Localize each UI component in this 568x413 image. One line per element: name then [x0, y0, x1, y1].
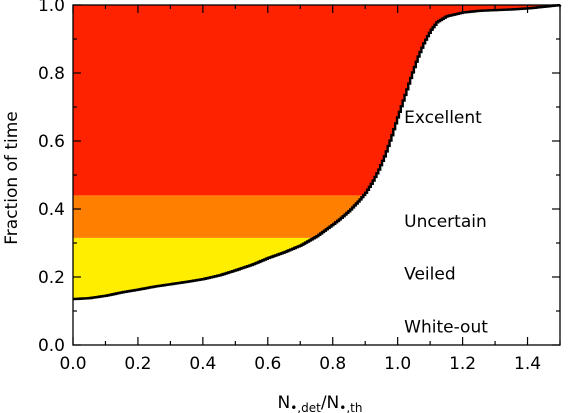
band-excellent [73, 5, 560, 196]
x-axis-title-denominator-subscript: •,th [339, 401, 362, 413]
y-tick-label: 0.6 [38, 132, 65, 152]
x-tick-label: 0.0 [59, 354, 86, 374]
y-axis-title: Fraction of time [2, 111, 22, 244]
x-axis-title-numerator-subscript: •,det [290, 401, 321, 413]
region-label-white-out: White-out [404, 317, 488, 337]
band-veiled [73, 237, 560, 300]
y-tick-label: 1.0 [38, 0, 65, 16]
region-label-veiled: Veiled [404, 265, 455, 285]
axis-ticks [72, 4, 561, 346]
x-axis-title-main: N [278, 393, 291, 413]
y-tick-label: 0.8 [38, 64, 65, 84]
x-tick-label: 0.8 [319, 354, 346, 374]
region-label-uncertain: Uncertain [404, 212, 487, 232]
cumulative-curve-line [73, 3, 562, 301]
x-tick-label: 1.4 [514, 354, 541, 374]
region-bands [73, 5, 560, 300]
x-tick-label: 1.0 [384, 354, 411, 374]
x-tick-label: 0.6 [254, 354, 281, 374]
x-axis-title-separator: /N [321, 393, 339, 413]
y-tick-label: 0.0 [38, 336, 65, 356]
region-labels: White-out Veiled Uncertain Excellent [404, 108, 488, 337]
y-tick-label: 0.2 [38, 268, 65, 288]
axis-tick-labels: 0.0 0.2 0.4 0.6 0.8 1.0 1.2 1.4 0.0 0.2 0.4 0.6 0.8 1… [38, 0, 541, 374]
band-uncertain [73, 195, 560, 238]
region-label-excellent: Excellent [404, 108, 482, 128]
x-axis-title: N•,det/N•,th [278, 393, 363, 413]
x-tick-label: 0.2 [124, 354, 151, 374]
x-tick-label: 0.4 [189, 354, 216, 374]
x-tick-label: 1.2 [449, 354, 476, 374]
y-tick-label: 0.4 [38, 200, 65, 220]
